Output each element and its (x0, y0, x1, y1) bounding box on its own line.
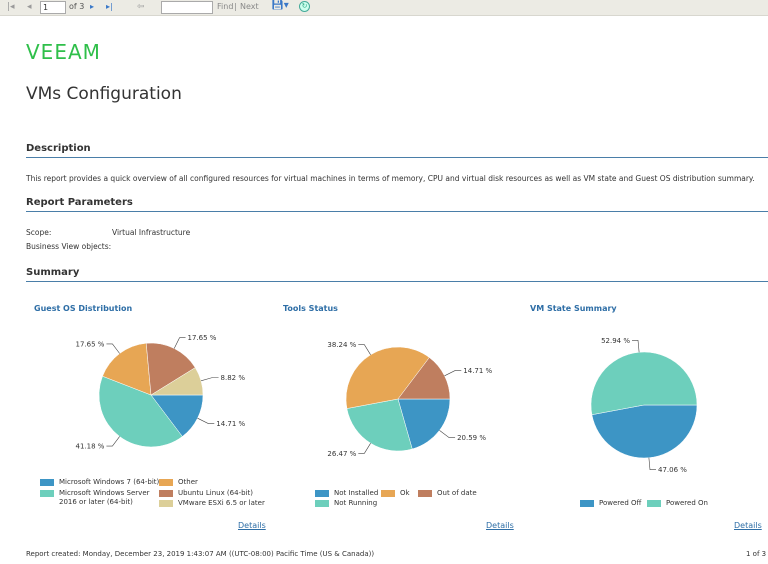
pie-slice (397, 398, 451, 450)
pie-slice (145, 342, 196, 396)
data-label: 47.06 % (658, 466, 687, 474)
leader-line (439, 430, 456, 438)
legend-item: Powered On (647, 499, 708, 508)
legend-label: VMware ESXi 6.5 or later (178, 499, 265, 507)
legend-swatch (315, 490, 329, 497)
legend-label: Out of date (437, 489, 477, 497)
description-heading: Description (26, 143, 768, 158)
legend-item: Powered Off (580, 499, 641, 508)
summary-heading: Summary (26, 267, 768, 282)
legend-label: Other (178, 478, 198, 486)
legend-swatch (418, 490, 432, 497)
leader-line (197, 417, 215, 424)
chart-title-vm-state: VM State Summary (530, 304, 617, 313)
details-link-vm-state[interactable]: Details (734, 521, 762, 530)
data-label: 38.24 % (327, 341, 356, 349)
legend-label: Microsoft Windows 7 (64-bit) (59, 478, 160, 486)
legend-label: Ok (400, 489, 410, 497)
legend-item: Not Running (315, 499, 377, 508)
leader-line (173, 337, 186, 349)
find-link[interactable]: Find (217, 2, 234, 11)
legend-swatch (159, 490, 173, 497)
pie-slice (397, 357, 451, 400)
legend-swatch (40, 490, 54, 497)
leader-line (648, 457, 656, 471)
first-page-icon[interactable]: |◂ (7, 2, 15, 12)
leader-line (358, 443, 371, 454)
data-label: 8.82 % (221, 374, 246, 382)
scope-value: Virtual Infrastructure (112, 228, 191, 237)
legend-item: Microsoft Windows Server 2016 or later (… (40, 489, 150, 507)
previous-page-icon[interactable]: ◂ (27, 2, 32, 12)
data-label: 41.18 % (76, 443, 105, 451)
details-link-guest-os[interactable]: Details (238, 521, 266, 530)
legend-label: Not Running (334, 499, 378, 507)
page-number-input[interactable]: 1 (40, 1, 66, 14)
veeam-logo: VEEAM (26, 40, 101, 64)
pie-slice (150, 394, 204, 437)
find-input[interactable] (161, 1, 213, 14)
chart-title-tools-status: Tools Status (283, 304, 338, 313)
legend-swatch (580, 500, 594, 507)
legend-label: Not Installed (334, 489, 379, 497)
legend-item: Microsoft Windows 7 (64-bit) (40, 478, 159, 487)
scope-label: Scope: (26, 228, 52, 237)
leader-line (106, 343, 120, 354)
data-label: 17.65 % (76, 340, 105, 348)
export-save-icon[interactable]: 💾︎▾ (271, 0, 289, 11)
legend-label: Powered Off (599, 499, 642, 507)
separator: | (234, 2, 237, 11)
details-link-tools-status[interactable]: Details (486, 521, 514, 530)
chart-title-guest-os: Guest OS Distribution (34, 304, 133, 313)
page-title: VMs Configuration (26, 84, 182, 104)
pie-slice (346, 398, 413, 452)
legend-swatch (381, 490, 395, 497)
report-toolbar: |◂ ◂ 1 of 3 ▸ ▸| ⇦ Find | Next 💾︎▾ ↻ (0, 0, 768, 16)
leader-line (444, 370, 462, 377)
legend-item: Ok (381, 489, 410, 498)
page-count: of 3 (69, 2, 85, 11)
pie-slice (591, 404, 698, 459)
legend-item: Out of date (418, 489, 477, 498)
data-label: 52.94 % (601, 337, 630, 345)
legend-swatch (647, 500, 661, 507)
legend-swatch (159, 479, 173, 486)
data-label: 20.59 % (457, 434, 486, 442)
leader-line (200, 377, 219, 382)
data-label: 14.71 % (463, 367, 492, 375)
leader-line (358, 344, 371, 355)
footer-page-number: 1 of 3 (746, 550, 767, 558)
report-created: Report created: Monday, December 23, 201… (26, 550, 375, 558)
legend-swatch (40, 479, 54, 486)
legend-swatch (159, 500, 173, 507)
pie-slice (345, 346, 430, 409)
pie-slice (590, 351, 698, 416)
next-page-icon[interactable]: ▸ (90, 2, 95, 11)
business-view-label: Business View objects: (26, 242, 112, 251)
refresh-icon[interactable]: ↻ (299, 1, 310, 12)
legend-item: Not Installed (315, 489, 378, 498)
report-parameters-heading: Report Parameters (26, 197, 768, 212)
description-text: This report provides a quick overview of… (26, 174, 755, 183)
data-label: 26.47 % (327, 450, 356, 458)
pie-slice (98, 375, 183, 448)
pie-slice (150, 367, 204, 396)
leader-line (106, 436, 120, 447)
legend-item: Ubuntu Linux (64-bit) (159, 489, 253, 498)
legend-item: VMware ESXi 6.5 or later (159, 499, 265, 508)
legend-label: Microsoft Windows Server 2016 or later (… (59, 489, 150, 506)
legend-label: Powered On (666, 499, 708, 507)
back-icon[interactable]: ⇦ (137, 2, 145, 12)
data-label: 14.71 % (216, 420, 245, 428)
next-link[interactable]: Next (240, 2, 259, 11)
last-page-icon[interactable]: ▸| (106, 2, 113, 11)
leader-line (632, 339, 640, 353)
legend-swatch (315, 500, 329, 507)
data-label: 17.65 % (188, 334, 217, 342)
legend-item: Other (159, 478, 198, 487)
pie-slice (102, 342, 152, 396)
legend-label: Ubuntu Linux (64-bit) (178, 489, 253, 497)
